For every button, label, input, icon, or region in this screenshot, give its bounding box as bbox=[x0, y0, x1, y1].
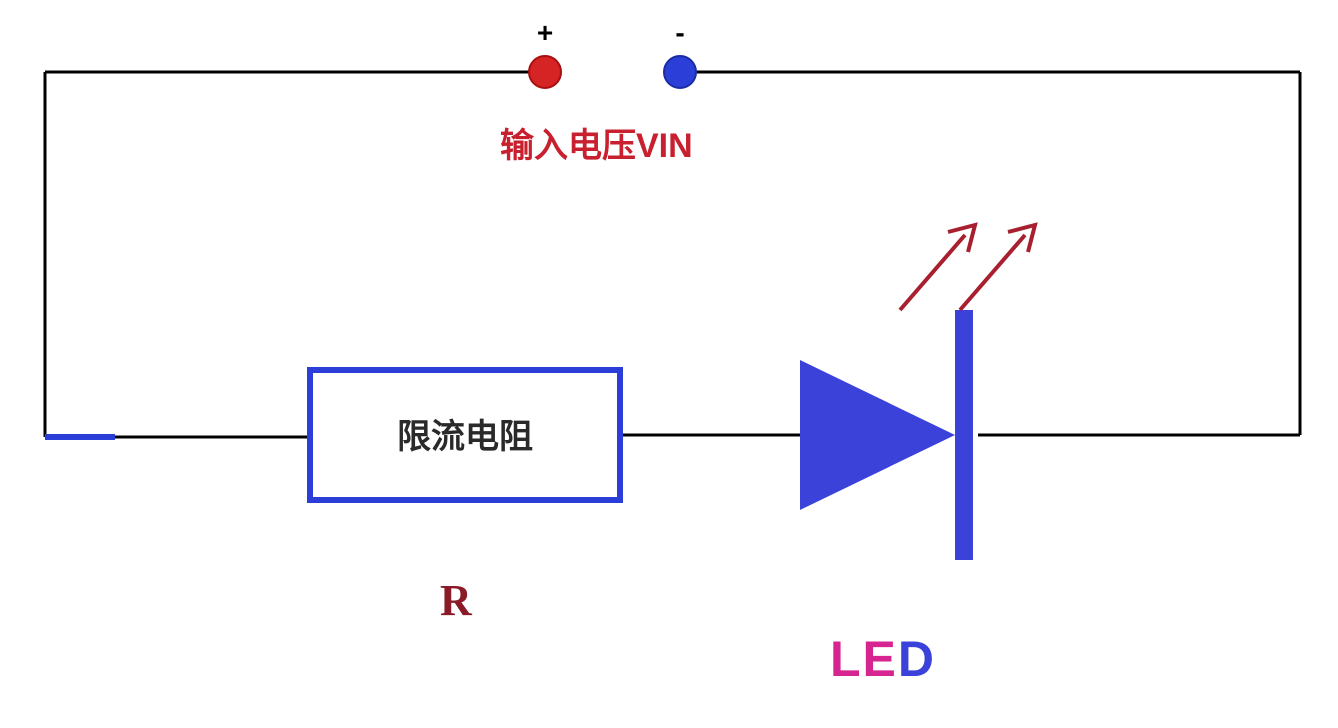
led-component bbox=[800, 225, 1035, 560]
negative-node bbox=[664, 56, 696, 88]
led-label-d: D bbox=[898, 631, 936, 687]
negative-symbol: - bbox=[675, 17, 684, 48]
led-label-e: E bbox=[863, 631, 898, 687]
led-light-arrows bbox=[900, 225, 1035, 310]
positive-symbol: + bbox=[537, 17, 553, 48]
led-label-l: L bbox=[830, 631, 863, 687]
led-label: LED bbox=[830, 630, 936, 688]
led-cathode-bar bbox=[955, 310, 973, 560]
resistor-label: R bbox=[440, 575, 472, 626]
input-terminals: + - bbox=[529, 17, 696, 88]
resistor-component: 限流电阻 bbox=[310, 370, 620, 500]
positive-node bbox=[529, 56, 561, 88]
resistor-inner-text: 限流电阻 bbox=[397, 418, 533, 456]
led-triangle bbox=[800, 360, 955, 510]
input-voltage-label: 输入电压VIN bbox=[500, 118, 693, 167]
circuit-diagram: + - 限流电阻 bbox=[0, 0, 1338, 728]
